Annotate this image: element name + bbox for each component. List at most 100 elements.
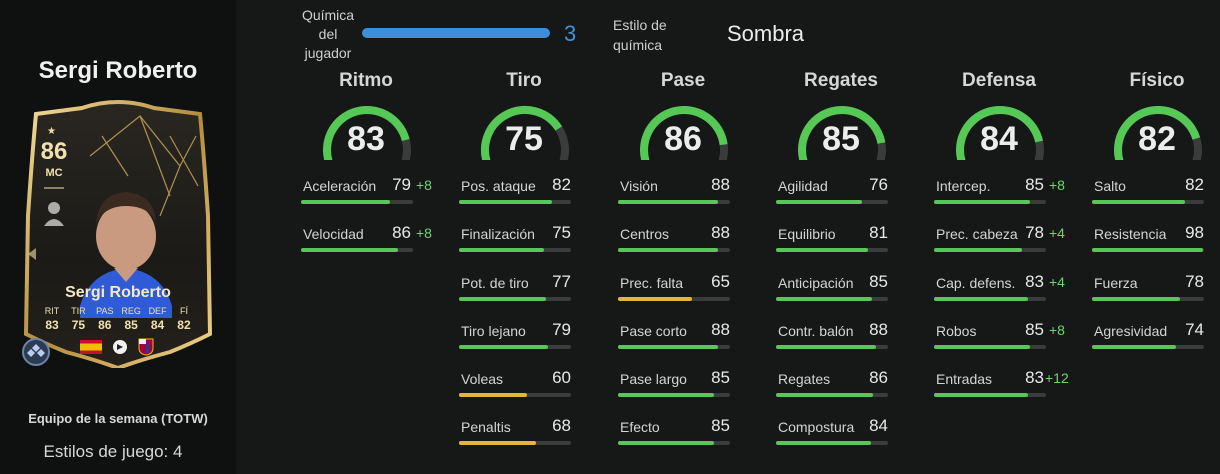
sub-stat-bar-track [934, 297, 1046, 301]
sub-stat-label: Compostura [778, 419, 855, 435]
sub-stat-boost: +4 [1049, 274, 1065, 290]
sub-stat-row[interactable]: Resistencia 98 [1092, 218, 1220, 266]
sub-stat-row[interactable]: Pot. de tiro 77 [459, 267, 589, 315]
sub-stat-row[interactable]: Contr. balón 88 [776, 315, 906, 363]
gauge-arc [956, 106, 1044, 160]
sub-stat-bar-track [934, 393, 1046, 397]
sub-stat-label: Prec. cabeza [936, 226, 1018, 242]
sub-stat-boost: +8 [416, 225, 432, 241]
stat-category-title: Ritmo [339, 70, 393, 91]
stat-column-pase: Pase 86 [618, 70, 748, 162]
sub-stat-bar-track [776, 200, 888, 204]
chemistry-style-value[interactable]: Sombra [727, 21, 805, 46]
sub-stat-bar-track [1092, 200, 1204, 204]
sub-stat-value: 79 [552, 320, 571, 339]
sub-stat-value: 88 [711, 320, 730, 339]
sub-stat-row[interactable]: Entradas 83 +12 [934, 363, 1069, 411]
sub-stat-value: 82 [552, 175, 571, 194]
stat-gauge: 83 [301, 96, 431, 162]
sub-stat-bar-fill [618, 297, 692, 301]
sub-stat-bar-track [1092, 248, 1204, 252]
sub-stat-bar-fill [618, 248, 718, 252]
sub-stat-row[interactable]: Prec. falta 65 [618, 267, 748, 315]
gauge-fill [956, 106, 1044, 160]
sub-stat-bar-fill [459, 248, 544, 252]
sub-stat-row[interactable]: Finalización 75 [459, 218, 589, 266]
stat-category-value: 75 [505, 120, 543, 158]
sub-stat-bar-track [618, 248, 730, 252]
sub-stat-row[interactable]: Visión 88 [618, 170, 748, 218]
sub-stat-row[interactable]: Efecto 85 [618, 411, 748, 459]
sub-stat-label: Anticipación [778, 275, 854, 291]
sub-stat-row[interactable]: Velocidad 86 +8 [301, 218, 432, 266]
gauge-fill [640, 106, 728, 160]
player-card[interactable]: ★ 86 MC Sergi Roberto RIT TIR PAS REG DE… [20, 96, 216, 368]
sub-stat-bar-fill [776, 200, 862, 204]
sub-stat-bar-track [618, 297, 730, 301]
sub-stat-row[interactable]: Equilibrio 81 [776, 218, 906, 266]
chemistry-label: Química del jugador [301, 7, 355, 61]
sub-stat-bar-track [934, 248, 1046, 252]
club-crest-icon [138, 338, 154, 356]
sub-stat-row[interactable]: Prec. cabeza 78 +4 [934, 218, 1065, 266]
team-of-the-week-label: Equipo de la semana (TOTW) [28, 411, 208, 426]
sub-stat-bar-fill [934, 393, 1028, 397]
sub-stat-value: 98 [1185, 223, 1204, 242]
chemistry-bar [362, 28, 550, 38]
stat-category-value: 85 [822, 120, 860, 158]
sub-stat-row[interactable]: Cap. defens. 83 +4 [934, 267, 1065, 315]
sub-stat-row[interactable]: Compostura 84 [776, 411, 906, 459]
sub-stat-label: Centros [620, 226, 670, 242]
sub-stat-row[interactable]: Centros 88 [618, 218, 748, 266]
sub-stat-bar-fill [934, 345, 1030, 349]
sub-stat-row[interactable]: Robos 85 +8 [934, 315, 1065, 363]
sub-stat-row[interactable]: Voleas 60 [459, 363, 589, 411]
sub-stat-value: 85 [711, 416, 730, 435]
playstyle-icon[interactable] [22, 338, 50, 366]
stat-category-title: Pase [660, 70, 706, 91]
sub-stat-bar-fill [618, 345, 718, 349]
sub-stat-bar-track [776, 393, 888, 397]
sub-stat-row[interactable]: Pase largo 85 [618, 363, 748, 411]
gauge-fill [323, 106, 410, 160]
sub-stat-value: 88 [869, 320, 888, 339]
sub-stat-row[interactable]: Tiro lejano 79 [459, 315, 589, 363]
sub-stat-value: 81 [869, 223, 888, 242]
stat-category-title: Regates [804, 70, 878, 91]
sub-stat-row[interactable]: Agilidad 76 [776, 170, 906, 218]
sub-stat-label: Contr. balón [778, 323, 854, 339]
sub-stat-label: Pase corto [620, 323, 687, 339]
sub-stat-row[interactable]: Pos. ataque 82 [459, 170, 589, 218]
sub-stat-bar-track [1092, 297, 1204, 301]
sub-stat-label: Prec. falta [620, 275, 684, 291]
sub-stat-value: 83 [1025, 272, 1044, 291]
sub-stat-bar-fill [301, 248, 398, 252]
sub-stat-row[interactable]: Fuerza 78 [1092, 267, 1220, 315]
gauge-arc [323, 106, 411, 160]
sub-stat-bar-fill [459, 441, 536, 445]
sub-stat-row[interactable]: Pase corto 88 [618, 315, 748, 363]
sub-stat-value: 85 [1025, 320, 1044, 339]
sub-stat-label: Penaltis [461, 419, 511, 435]
sub-stat-bar-track [301, 248, 413, 252]
sub-stat-label: Pot. de tiro [461, 275, 529, 291]
sub-stat-value: 74 [1185, 320, 1204, 339]
sub-stat-value: 77 [552, 272, 571, 291]
gauge-fill [798, 106, 886, 160]
sub-stat-row[interactable]: Penaltis 68 [459, 411, 589, 459]
sub-stat-bar-track [459, 441, 571, 445]
sub-stat-row[interactable]: Salto 82 [1092, 170, 1220, 218]
sub-stat-row[interactable]: Regates 86 [776, 363, 906, 411]
gauge-arc [798, 106, 886, 160]
sub-stat-row[interactable]: Intercep. 85 +8 [934, 170, 1065, 218]
sub-stat-bar-track [776, 297, 888, 301]
sub-stat-row[interactable]: Aceleración 79 +8 [301, 170, 432, 218]
sub-stat-bar-fill [459, 393, 527, 397]
sub-stat-row[interactable]: Agresividad 74 [1092, 315, 1220, 363]
spain-flag-icon [80, 340, 102, 354]
sub-stat-label: Resistencia [1094, 226, 1167, 242]
sub-stat-bar-track [776, 248, 888, 252]
sub-stat-value: 76 [869, 175, 888, 194]
sub-stat-bar-track [1092, 345, 1204, 349]
sub-stat-row[interactable]: Anticipación 85 [776, 267, 906, 315]
